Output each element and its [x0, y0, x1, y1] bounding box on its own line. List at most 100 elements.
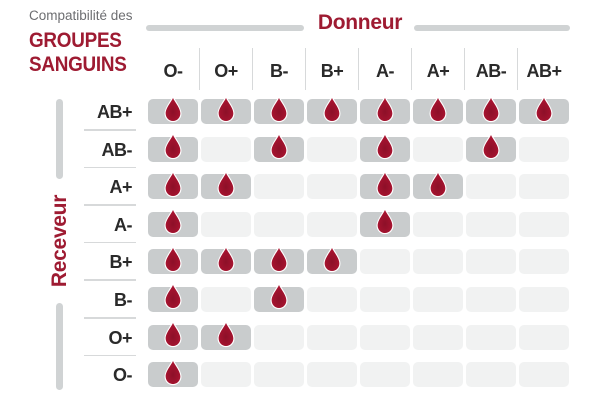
grid-cell: [360, 362, 410, 388]
grid-cell: [466, 362, 516, 388]
blood-drop-icon: [164, 284, 182, 310]
column-header-aneg: A-: [357, 48, 410, 90]
grid-cell: [254, 133, 304, 162]
compatibility-grid: [148, 96, 569, 388]
grid-cell: [254, 284, 304, 312]
grid-cell: [360, 133, 410, 162]
grid-cell: [413, 249, 463, 275]
blood-drop-icon: [270, 133, 288, 160]
grid-cell: [254, 324, 304, 350]
blood-drop-icon: [429, 96, 447, 122]
grid-cell: [413, 171, 463, 200]
grid-cell: [519, 362, 569, 388]
blood-drop-icon: [164, 133, 182, 160]
blood-drop-icon: [376, 209, 394, 235]
blood-drop-icon: [217, 321, 235, 348]
title-main-line2: SANGUINS: [29, 52, 127, 76]
grid-cell: [360, 249, 410, 275]
grid-cell: [519, 96, 569, 124]
column-header-abneg: AB-: [463, 48, 516, 90]
grid-cell: [360, 286, 410, 312]
grid-cell: [148, 133, 198, 162]
grid-cell: [519, 136, 569, 162]
grid-cell: [307, 324, 357, 350]
grid-cell: [466, 249, 516, 275]
grid-cell: [254, 96, 304, 124]
blood-drop-icon: [164, 209, 182, 235]
blood-drop-icon: [535, 96, 553, 122]
grid-cell: [148, 209, 198, 237]
grid-cell: [148, 171, 198, 200]
grid-cell: [360, 209, 410, 237]
grid-cell: [254, 362, 304, 388]
grid-cell: [413, 211, 463, 237]
grid-cell: [519, 174, 569, 200]
blood-drop-icon: [217, 246, 235, 273]
blood-drop-icon: [482, 96, 500, 122]
blood-drop-icon: [164, 359, 182, 385]
column-header-bneg: B-: [251, 48, 304, 90]
grid-cell: [201, 246, 251, 275]
grid-cell: [148, 284, 198, 312]
grid-cell: [254, 174, 304, 200]
grid-cell: [148, 96, 198, 124]
blood-drop-icon: [164, 246, 182, 273]
blood-drop-icon: [217, 96, 235, 122]
grid-cell: [413, 136, 463, 162]
grid-cell: [254, 246, 304, 275]
row-label-bneg: B-: [84, 279, 136, 312]
blood-drop-icon: [376, 171, 394, 197]
grid-cell: [466, 286, 516, 312]
grid-cell: [307, 362, 357, 388]
blood-drop-icon: [429, 171, 447, 197]
page-title: Compatibilité des GROUPES SANGUINS: [29, 9, 137, 77]
grid-cell: [466, 174, 516, 200]
blood-drop-icon: [164, 96, 182, 122]
grid-cell: [201, 321, 251, 350]
row-label-abpos: AB+: [96, 102, 133, 122]
column-header-oneg: O-: [163, 61, 184, 81]
row-label-oneg: O-: [84, 354, 136, 387]
grid-cell: [519, 324, 569, 350]
grid-cell: [201, 136, 251, 162]
column-header-opos: O+: [198, 48, 251, 90]
blood-drop-icon: [323, 246, 341, 273]
grid-cell: [307, 211, 357, 237]
grid-cell: [201, 286, 251, 312]
row-label-abneg: AB-: [84, 129, 136, 162]
grid-cell: [466, 211, 516, 237]
grid-cell: [201, 211, 251, 237]
grid-cell: [201, 171, 251, 200]
column-headers: O- O+ B- B+ A- A+ AB- AB+: [148, 48, 569, 90]
grid-cell: [360, 96, 410, 124]
receiver-axis-line-top: [56, 99, 63, 179]
grid-cell: [519, 249, 569, 275]
row-label-bpos: B+: [84, 241, 136, 274]
grid-cell: [307, 136, 357, 162]
grid-cell: [413, 286, 463, 312]
blood-drop-icon: [376, 133, 394, 160]
grid-cell: [307, 96, 357, 124]
column-header-apos: A+: [410, 48, 463, 90]
donor-axis-line-left: [146, 25, 304, 31]
grid-cell: [254, 211, 304, 237]
column-header-bpos: B+: [304, 48, 357, 90]
grid-cell: [413, 362, 463, 388]
title-subtext: Compatibilité des: [29, 8, 133, 23]
receiver-axis-label: Receveur: [48, 194, 71, 288]
grid-cell: [413, 324, 463, 350]
row-label-aneg: A-: [84, 204, 136, 237]
blood-drop-icon: [376, 96, 394, 122]
grid-cell: [148, 359, 198, 388]
grid-cell: [519, 286, 569, 312]
grid-cell: [466, 324, 516, 350]
row-label-opos: O+: [84, 317, 136, 350]
blood-drop-icon: [482, 133, 500, 160]
grid-cell: [307, 286, 357, 312]
grid-cell: [466, 133, 516, 162]
grid-cell: [307, 246, 357, 275]
column-header-abpos: AB+: [516, 48, 569, 90]
grid-cell: [360, 171, 410, 200]
grid-cell: [360, 324, 410, 350]
